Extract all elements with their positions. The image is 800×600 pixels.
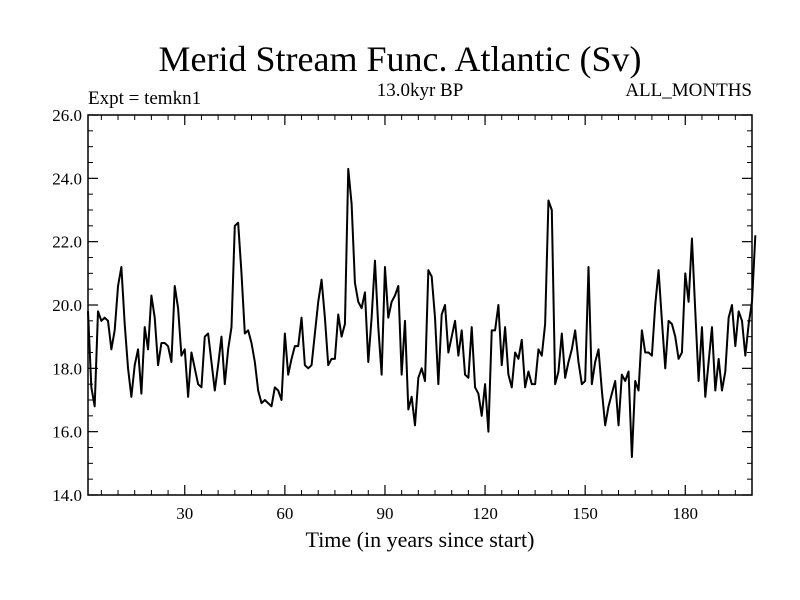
plot-frame [87, 114, 753, 496]
x-tick-label-0: 30 [176, 504, 193, 523]
x-tick-label-5: 180 [673, 504, 699, 523]
y-tick-label-1: 16.0 [52, 423, 82, 442]
chart-title: Merid Stream Func. Atlantic (Sv) [158, 39, 642, 79]
y-axis: 14.0 16.0 18.0 20.0 22.0 24.0 26.0 [52, 106, 752, 505]
series-line-atlantic-moc [87, 167, 757, 458]
y-tick-label-2: 18.0 [52, 359, 82, 378]
experiment-label: Expt = temkn1 [88, 88, 202, 109]
y-tick-label-5: 24.0 [52, 169, 82, 188]
months-label: ALL_MONTHS [625, 80, 752, 101]
y-tick-label-4: 22.0 [52, 233, 82, 252]
y-tick-label-6: 26.0 [52, 106, 82, 125]
x-tick-label-3: 120 [472, 504, 498, 523]
x-tick-label-4: 150 [572, 504, 598, 523]
y-tick-label-0: 14.0 [52, 486, 82, 505]
y-tick-label-3: 20.0 [52, 296, 82, 315]
x-tick-label-1: 60 [276, 504, 293, 523]
period-label: 13.0kyr BP [376, 80, 464, 101]
x-tick-label-2: 90 [376, 504, 393, 523]
x-axis-label: Time (in years since start) [306, 527, 535, 552]
